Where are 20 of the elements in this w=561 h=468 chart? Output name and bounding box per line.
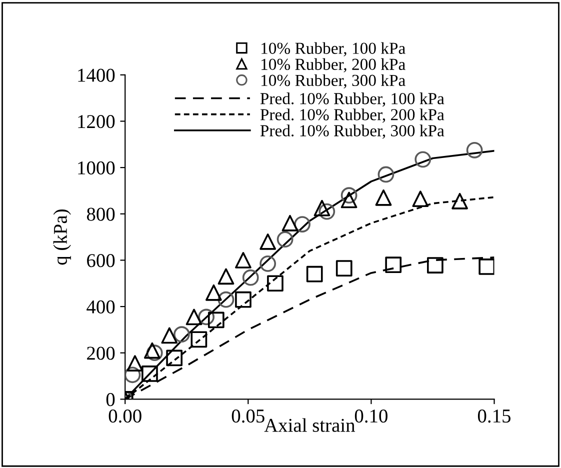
y-tick-label: 1000 [78, 161, 115, 174]
legend-label: Pred. 10% Rubber, 100 kPa [260, 92, 444, 107]
y-axis-title: q (kPa) [53, 210, 71, 265]
x-tick-label: 0.15 [478, 409, 510, 423]
x-tick-label: 0.05 [232, 409, 264, 423]
x-axis-title: Axial strain [264, 418, 356, 432]
y-tick-label: 400 [86, 300, 115, 314]
y-tick-label: 0 [106, 393, 115, 406]
legend-label: 10% Rubber, 300 kPa [262, 74, 406, 88]
y-tick-label: 200 [87, 346, 115, 360]
y-tick-label: 1200 [78, 115, 115, 128]
legend-label: Pred. 10% Rubber, 200 kPa [260, 108, 444, 123]
x-tick-label: 0.00 [108, 409, 142, 423]
y-tick-label: 1400 [78, 68, 115, 82]
legend-label: 10% Rubber, 200 kPa [262, 58, 406, 72]
y-tick-label: 600 [87, 254, 115, 268]
legend-label: 10% Rubber, 100 kPa [262, 42, 406, 56]
x-tick-label: 0.10 [354, 409, 388, 423]
legend-label: Pred. 10% Rubber, 300 kPa [260, 124, 444, 139]
y-tick-label: 800 [86, 208, 115, 221]
